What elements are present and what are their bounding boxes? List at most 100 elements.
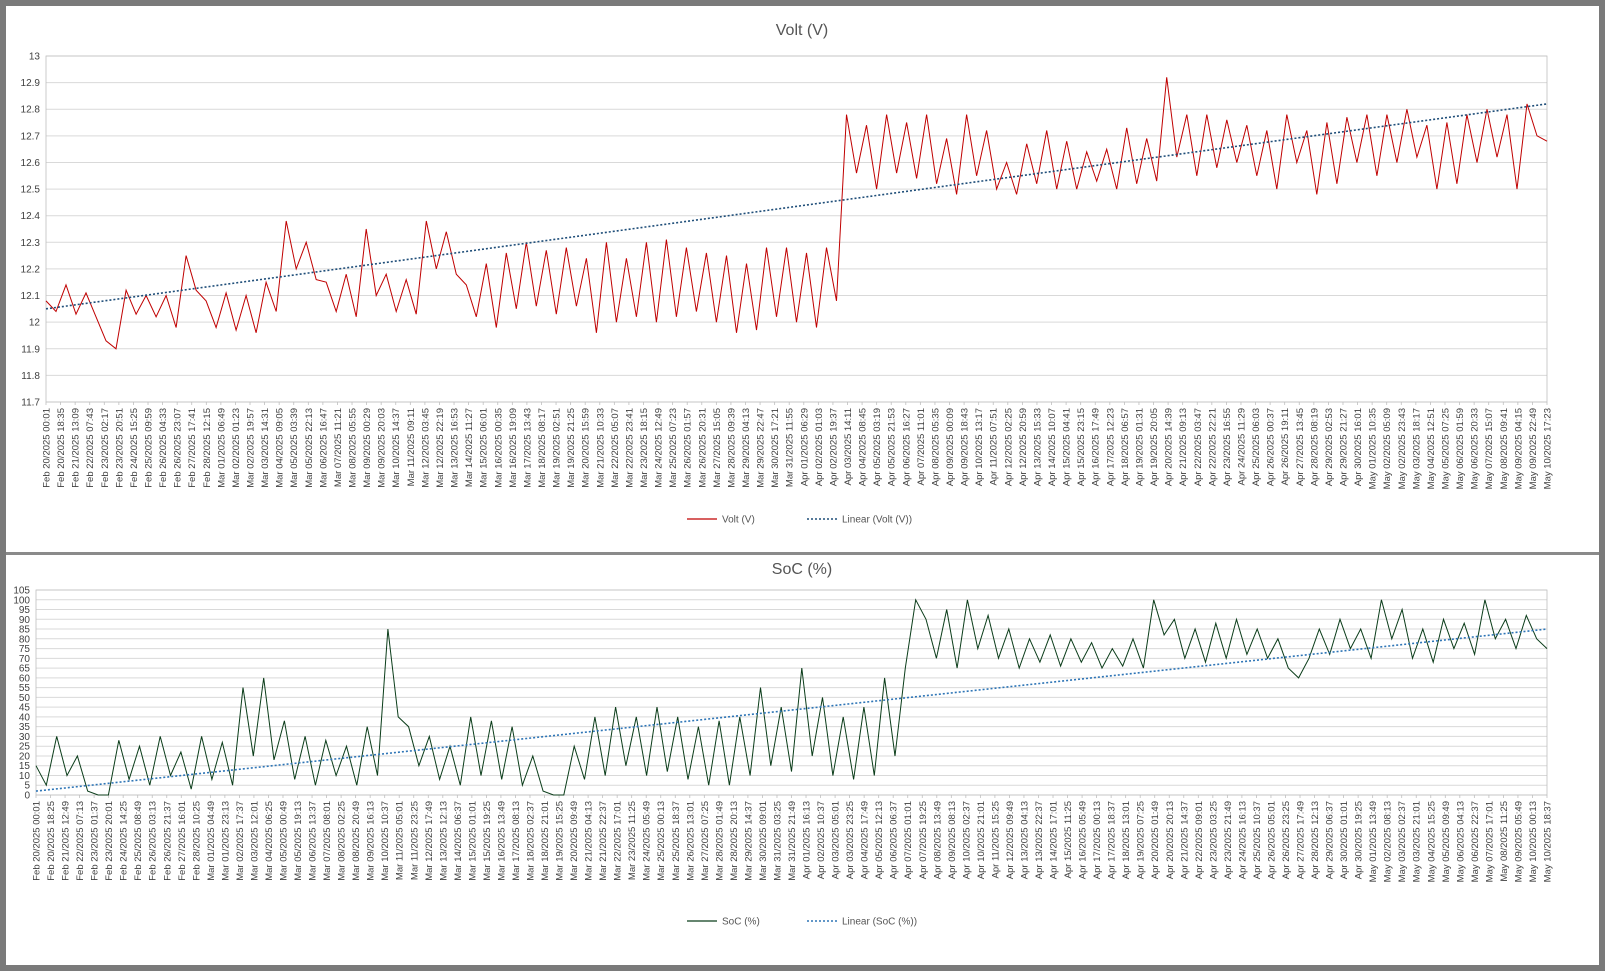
x-tick-label: Mar 29/2025 04:13 <box>741 408 752 488</box>
x-tick-label: Apr 04/2025 08:45 <box>858 408 869 486</box>
x-tick-label: Apr 26/2025 05:01 <box>1266 801 1277 879</box>
x-tick-label: Mar 24/2025 12:49 <box>654 408 665 488</box>
x-tick-label: Feb 27/2025 17:41 <box>187 408 198 488</box>
y-tick-label: 30 <box>19 732 31 743</box>
x-tick-label: Apr 30/2025 01:01 <box>1339 801 1350 879</box>
y-tick-label: 12 <box>29 318 41 329</box>
x-tick-label: Apr 12/2025 09:49 <box>1005 801 1016 879</box>
x-tick-label: Apr 02/2025 10:37 <box>816 801 827 879</box>
x-tick-label: May 05/2025 09:49 <box>1441 801 1452 882</box>
x-tick-label: Apr 07/2025 11:01 <box>916 408 927 485</box>
x-tick-label: Mar 28/2025 01:49 <box>714 801 725 881</box>
plot-area <box>35 589 1548 796</box>
x-tick-label: Apr 08/2025 13:49 <box>932 801 943 879</box>
x-tick-label: Apr 02/2025 01:03 <box>814 408 825 486</box>
x-tick-label: May 04/2025 12:51 <box>1426 408 1437 489</box>
y-tick-label: 12.3 <box>21 238 41 249</box>
y-tick-label: 95 <box>19 605 31 616</box>
x-tick-label: Mar 20/2025 15:59 <box>581 408 592 488</box>
x-tick-label: Mar 23/2025 18:15 <box>639 408 650 488</box>
x-tick-label: Feb 21/2025 12:49 <box>61 801 72 881</box>
x-tick-label: Apr 05/2025 03:19 <box>872 408 883 486</box>
x-tick-label: May 08/2025 09:41 <box>1499 408 1510 489</box>
x-tick-label: Mar 11/2025 05:01 <box>395 801 406 880</box>
x-tick-label: Apr 01/2025 16:13 <box>802 801 813 879</box>
x-tick-label: Mar 22/2025 05:07 <box>610 408 621 488</box>
x-tick-label: Mar 12/2025 17:49 <box>424 801 435 881</box>
x-tick-label: Mar 26/2025 20:31 <box>697 408 708 488</box>
soc-chart-title: SoC (%) <box>772 561 832 578</box>
x-tick-label: Mar 03/2025 14:31 <box>260 408 271 488</box>
x-tick-label: Apr 17/2025 18:37 <box>1107 801 1118 879</box>
x-tick-label: Mar 30/2025 09:01 <box>758 801 769 881</box>
y-tick-label: 12.7 <box>21 131 41 142</box>
y-tick-label: 11.7 <box>21 398 40 409</box>
x-tick-label: Apr 18/2025 06:57 <box>1120 408 1131 486</box>
legend-label-trend: Linear (Volt (V)) <box>842 515 912 526</box>
y-tick-label: 45 <box>19 703 31 714</box>
x-tick-label: May 09/2025 22:49 <box>1528 408 1539 489</box>
x-tick-label: Apr 17/2025 00:13 <box>1092 801 1103 879</box>
x-tick-label: Mar 02/2025 01:23 <box>231 408 242 488</box>
x-tick-label: Apr 03/2025 05:01 <box>831 801 842 879</box>
x-tick-label: Mar 16/2025 00:35 <box>493 408 504 488</box>
x-tick-label: Apr 29/2025 02:53 <box>1324 408 1335 486</box>
x-tick-label: Apr 29/2025 06:37 <box>1325 801 1336 879</box>
x-tick-label: Feb 23/2025 20:01 <box>104 801 115 881</box>
x-tick-label: Apr 17/2025 12:23 <box>1105 408 1116 486</box>
x-tick-label: Mar 28/2025 09:39 <box>726 408 737 488</box>
x-tick-label: Mar 18/2025 08:17 <box>537 408 548 488</box>
x-tick-label: Feb 23/2025 01:37 <box>90 801 101 881</box>
plot-area <box>45 55 1548 403</box>
x-tick-label: Mar 08/2025 20:49 <box>351 801 362 881</box>
x-tick-label: Mar 14/2025 06:37 <box>453 801 464 881</box>
x-tick-label: Apr 21/2025 09:13 <box>1178 408 1189 486</box>
x-tick-label: Mar 09/2025 16:13 <box>366 801 377 881</box>
x-tick-label: Mar 08/2025 05:55 <box>348 408 359 488</box>
x-tick-label: Mar 04/2025 09:05 <box>275 408 286 488</box>
x-tick-label: Apr 09/2025 18:43 <box>960 408 971 486</box>
x-tick-label: Apr 19/2025 20:05 <box>1149 408 1160 486</box>
y-tick-label: 100 <box>13 595 30 606</box>
x-tick-label: Mar 20/2025 09:49 <box>569 801 580 881</box>
legend-label-series: SoC (%) <box>722 917 760 928</box>
x-tick-label: Mar 31/2025 11:55 <box>785 408 796 487</box>
x-tick-label: Feb 20/2025 18:35 <box>56 408 67 488</box>
x-tick-label: Mar 04/2025 06:25 <box>264 801 275 881</box>
x-tick-label: Mar 06/2025 16:47 <box>318 408 329 488</box>
y-tick-label: 55 <box>19 683 31 694</box>
x-tick-label: Apr 16/2025 05:49 <box>1078 801 1089 879</box>
x-tick-label: Mar 07/2025 11:21 <box>333 408 344 487</box>
x-tick-label: Feb 20/2025 00:01 <box>32 801 43 881</box>
x-tick-label: Apr 13/2025 04:13 <box>1019 801 1030 879</box>
x-tick-label: Apr 15/2025 11:25 <box>1063 801 1074 878</box>
x-tick-label: Apr 20/2025 14:39 <box>1164 408 1175 486</box>
x-tick-label: Apr 10/2025 02:37 <box>961 801 972 879</box>
y-tick-label: 80 <box>19 634 31 645</box>
series-line-1 <box>35 598 1548 796</box>
x-tick-label: May 04/2025 15:25 <box>1426 801 1437 882</box>
y-tick-label: 40 <box>19 712 31 723</box>
y-tick-label: 15 <box>19 761 31 772</box>
x-tick-label: Mar 30/2025 17:21 <box>770 408 781 488</box>
x-tick-label: May 03/2025 18:17 <box>1411 408 1422 489</box>
x-tick-label: May 02/2025 05:09 <box>1382 408 1393 489</box>
x-tick-label: Feb 28/2025 10:25 <box>191 801 202 881</box>
x-tick-label: Feb 28/2025 12:15 <box>202 408 213 488</box>
x-tick-label: Feb 25/2025 08:49 <box>133 801 144 881</box>
x-tick-label: Mar 11/2025 23:25 <box>409 801 420 880</box>
x-tick-label: Feb 22/2025 07:13 <box>75 801 86 881</box>
volt-chart-title: Volt (V) <box>776 22 828 39</box>
x-tick-label: Mar 25/2025 18:37 <box>671 801 682 881</box>
x-tick-label: May 01/2025 13:49 <box>1368 801 1379 882</box>
y-tick-label: 75 <box>19 644 31 655</box>
y-tick-label: 0 <box>24 791 30 802</box>
x-tick-label: Apr 06/2025 06:37 <box>889 801 900 879</box>
x-tick-label: Apr 20/2025 20:13 <box>1165 801 1176 879</box>
x-tick-label: Apr 15/2025 04:41 <box>1062 408 1073 486</box>
x-tick-label: Mar 13/2025 12:13 <box>438 801 449 881</box>
volt-chart: Volt (V) 11.7 11.8 11.9 12 12.1 12.2 12.3 12.4 1… <box>21 22 1554 526</box>
x-tick-label: Apr 07/2025 19:25 <box>918 801 929 879</box>
legend-label-series: Volt (V) <box>722 515 755 526</box>
x-tick-label: May 07/2025 15:07 <box>1484 408 1495 489</box>
